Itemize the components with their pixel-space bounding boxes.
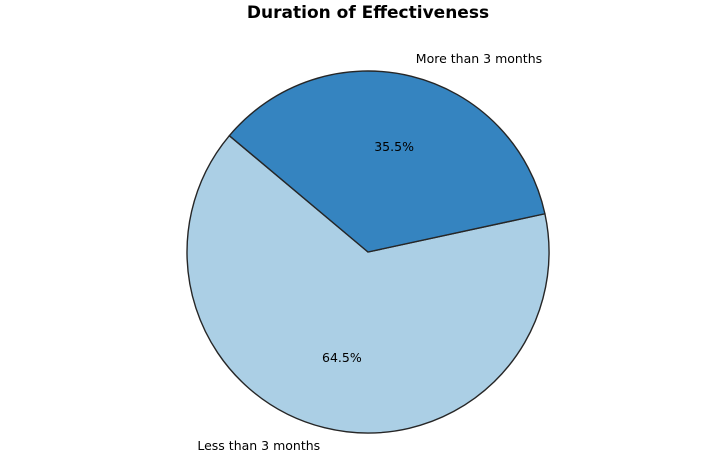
pie-slice-less-than-3-months	[186, 134, 550, 434]
pie-slices	[186, 70, 550, 434]
pie-slice-more-than-3-months	[228, 70, 546, 253]
chart-title: Duration of Effectiveness	[247, 3, 489, 23]
slice-label-less-than-3-months: Less than 3 months	[197, 438, 320, 453]
percent-label-less-than-3-months: 64.5%	[322, 350, 362, 365]
percent-label-more-than-3-months: 35.5%	[374, 139, 414, 154]
pie-labels: Less than 3 months 64.5% More than 3 month…	[197, 51, 542, 453]
slice-label-more-than-3-months: More than 3 months	[416, 51, 542, 66]
